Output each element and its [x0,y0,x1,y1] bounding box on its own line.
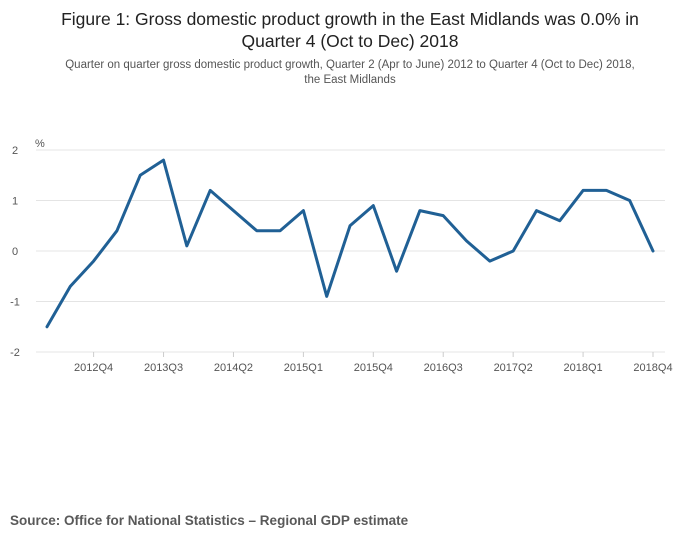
y-tick-label: 1 [12,196,18,208]
data-point[interactable] [530,205,542,217]
y-tick-label: 2 [12,145,18,157]
series-group [41,154,659,333]
y-axis-label: % [35,138,45,150]
chart-subtitle-line-2: the East Midlands [304,74,396,86]
x-tick-label: 2014Q2 [214,362,253,374]
data-point[interactable] [274,225,286,237]
x-tick-label: 2017Q2 [494,362,533,374]
data-point[interactable] [41,321,53,333]
data-point[interactable] [554,215,566,227]
x-tick-label: 2018Q1 [563,362,602,374]
data-point[interactable] [134,169,146,181]
data-point[interactable] [577,184,589,196]
data-point[interactable] [88,255,100,267]
data-point[interactable] [391,265,403,277]
data-point[interactable] [321,290,333,302]
data-point[interactable] [600,184,612,196]
source-note: Source: Office for National Statistics –… [10,513,409,528]
x-tick-label: 2015Q4 [354,362,393,374]
chart-title-line-1: Figure 1: Gross domestic product growth … [61,9,639,29]
data-point[interactable] [204,184,216,196]
x-tick-label: 2013Q3 [144,362,183,374]
chart-title: Figure 1: Gross domestic product growth … [0,8,700,52]
data-point[interactable] [367,200,379,212]
chart-subtitle-line-1: Quarter on quarter gross domestic produc… [65,59,635,71]
data-point[interactable] [227,205,239,217]
data-point[interactable] [297,205,309,217]
chart-subtitle: Quarter on quarter gross domestic produc… [0,58,700,88]
x-axis: 2012Q4 2013Q3 2014Q2 2015Q1 2015Q4 2016Q3 2017… [74,352,673,374]
y-tick-label: -2 [10,347,20,359]
data-point[interactable] [484,255,496,267]
data-point[interactable] [437,210,449,222]
data-point[interactable] [64,280,76,292]
x-tick-label: 2018Q4 [633,362,672,374]
data-point[interactable] [251,225,263,237]
data-point[interactable] [181,240,193,252]
x-tick-label: 2012Q4 [74,362,113,374]
data-point[interactable] [158,154,170,166]
data-point[interactable] [624,195,636,207]
data-point[interactable] [647,245,659,257]
y-tick-label: -1 [10,297,20,309]
data-point[interactable] [461,235,473,247]
chart-title-line-2: Quarter 4 (Oct to Dec) 2018 [241,31,459,51]
gridlines [36,149,665,353]
y-axis: 2 1 0 -1 -2 [10,145,20,359]
x-tick-label: 2015Q1 [284,362,323,374]
y-tick-label: 0 [12,246,18,258]
series-line-east-midlands[interactable] [45,158,655,329]
x-tick-label: 2016Q3 [424,362,463,374]
data-point[interactable] [111,225,123,237]
data-point[interactable] [344,220,356,232]
data-point[interactable] [414,205,426,217]
data-point[interactable] [507,245,519,257]
